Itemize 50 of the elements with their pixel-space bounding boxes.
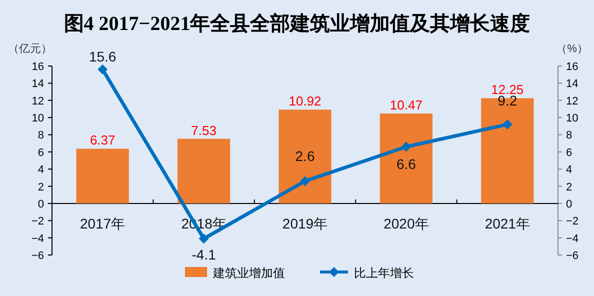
legend-label: 建筑业增加值 (212, 266, 285, 280)
bar (380, 114, 433, 204)
bar (278, 110, 332, 204)
y2-tick-label: 12 (566, 95, 578, 108)
y-tick-label: −4 (31, 232, 44, 245)
y-tick-label: 4 (38, 164, 44, 176)
point (502, 119, 512, 130)
point (198, 234, 209, 244)
y-tick-label: 6 (38, 146, 44, 159)
y2-tick-label: 8 (566, 130, 572, 142)
data-label: 10.92 (288, 94, 322, 109)
y2-axis-title: （%） (556, 43, 588, 55)
y2-tick-label: 16 (566, 61, 578, 73)
y-tick-label: 12 (32, 95, 44, 108)
data-label: -4.1 (192, 246, 216, 263)
legend-label: 比上年增长 (354, 266, 414, 280)
y2-tick-label: 14 (566, 78, 578, 90)
data-label: 7.53 (191, 122, 216, 138)
x-tick-label: 2020年 (384, 215, 429, 232)
y2-tick-label: 10 (566, 112, 578, 125)
y-tick-label: 8 (38, 130, 44, 142)
bar (177, 138, 230, 204)
data-label: 6.37 (90, 132, 116, 148)
x-tick-label: 2019年 (282, 215, 328, 232)
data-label: 6.6 (396, 156, 416, 172)
y-tick-label: −2 (31, 216, 44, 228)
y-axis-title: （亿元） (8, 43, 52, 55)
point (98, 64, 108, 74)
y2-tick-label: −2 (566, 216, 579, 228)
y2-tick-label: −6 (566, 250, 579, 262)
data-label: 10.47 (390, 98, 422, 113)
bar (76, 148, 129, 204)
point (300, 176, 310, 186)
y2-tick-label: 6 (566, 146, 572, 159)
y-tick-label: 2 (38, 181, 44, 194)
y2-tick-label: −4 (566, 232, 579, 245)
y-tick-label: 16 (32, 61, 44, 73)
point (401, 142, 412, 152)
x-tick-label: 2021年 (484, 215, 530, 232)
y-tick-label: 14 (32, 78, 44, 90)
chart-title: 图4 2017−2021年全县全部建筑业增加值及其增长速度 (64, 12, 530, 35)
data-label: 2.6 (295, 148, 315, 164)
y-tick-label: 10 (32, 112, 44, 125)
y2-tick-label: 2 (566, 181, 572, 194)
y-tick-label: 0 (38, 198, 44, 210)
y2-tick-label: 0 (566, 198, 572, 210)
x-tick-label: 2017年 (80, 215, 126, 232)
y-tick-label: −6 (31, 250, 44, 262)
y2-tick-label: 4 (566, 164, 572, 176)
data-label: 15.6 (88, 48, 116, 64)
